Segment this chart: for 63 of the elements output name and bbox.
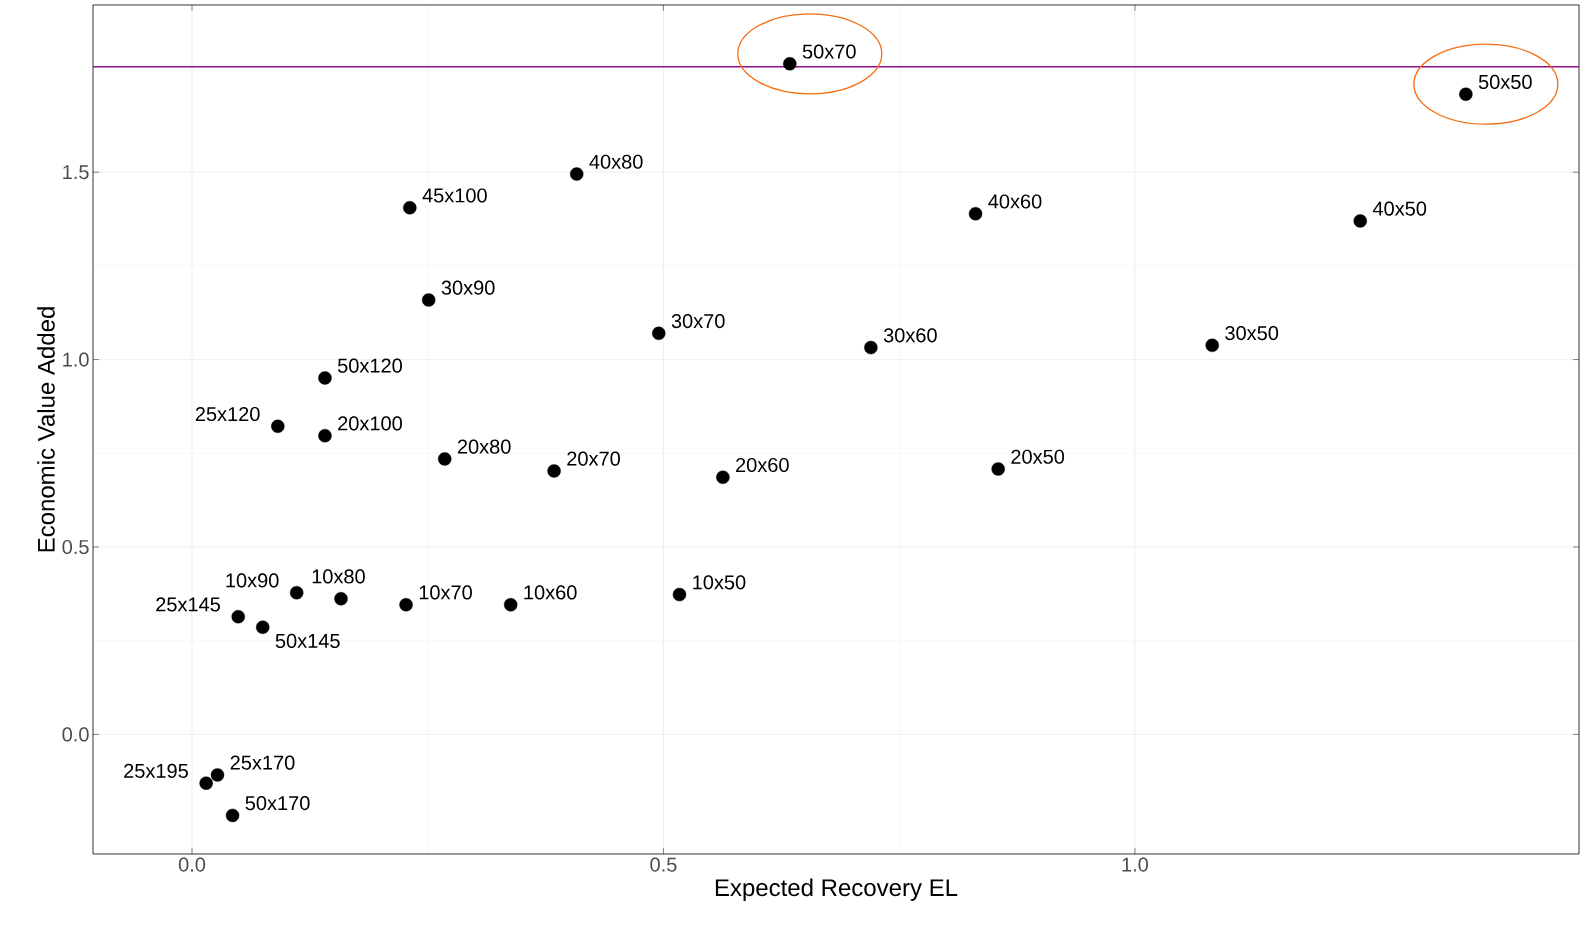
data-label: 20x60 [736,457,789,473]
data-label: 10x90 [226,573,279,588]
point [289,586,304,600]
y-tick-label: 0.5 [62,539,89,555]
point [403,201,417,215]
y-tick-label: 0.0 [62,727,89,742]
data-label: 50x170 [245,796,310,811]
data-label: 20x70 [567,451,620,466]
x-axis-title: Expected Recovery EL [715,878,958,901]
point [334,592,348,606]
point [438,452,452,466]
data-label: 25x145 [156,597,220,612]
point [256,620,270,634]
point [318,371,332,385]
x-tick-label: 0.0 [178,857,206,872]
point [421,293,436,307]
y-tick-label: 1.0 [63,352,89,367]
data-label: 40x50 [1372,201,1427,216]
data-label: 45x100 [422,188,487,203]
data-label: 50x50 [1478,74,1532,89]
data-label: 10x70 [419,585,472,600]
data-label: 10x60 [524,585,577,600]
point [547,464,561,478]
point [271,419,285,433]
point [570,167,584,181]
point [1459,87,1473,101]
point [991,462,1005,476]
point [231,610,245,624]
point [1205,338,1219,353]
y-tick-label: 1.5 [63,165,89,180]
data-label: 25x195 [124,763,188,778]
point [1353,214,1367,228]
point [783,57,797,71]
point [504,598,518,612]
point [716,470,730,484]
data-label: 30x70 [671,313,725,329]
point [652,326,666,341]
point [399,598,413,612]
data-label: 25x120 [195,406,260,422]
data-label: 20x80 [457,439,511,454]
x-tick-label: 1.0 [1122,857,1149,872]
data-label: 25x170 [230,755,295,770]
point [225,808,240,823]
data-label: 10x50 [693,575,746,590]
data-label: 40x80 [589,154,643,169]
point [968,207,983,221]
data-label: 50x70 [802,44,856,59]
data-label: 40x60 [988,194,1042,209]
data-label: 20x50 [1011,449,1065,464]
point [210,768,225,782]
point [318,428,332,443]
data-label: 50x120 [337,358,402,373]
data-label: 30x60 [883,328,937,343]
data-label: 50x145 [275,633,340,648]
x-tick-label: 0.5 [650,857,677,872]
point [672,587,687,602]
point [199,776,213,790]
y-axis-title: Economic Value Added [37,307,55,552]
data-label: 10x80 [312,569,365,584]
data-label: 20x100 [338,416,402,431]
point [864,340,878,355]
data-label: 30x90 [441,280,495,295]
data-label: 30x50 [1225,325,1279,341]
